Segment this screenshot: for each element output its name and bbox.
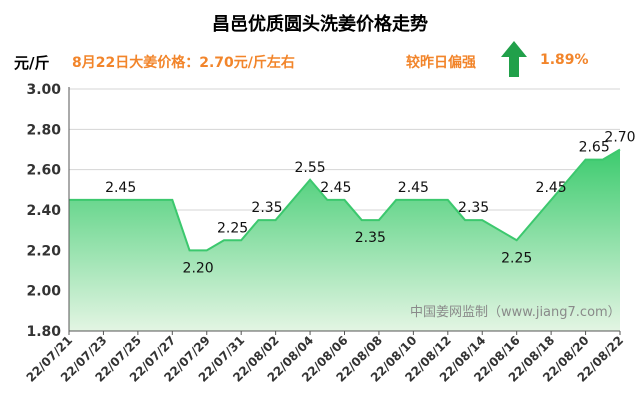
change-percent: 1.89% <box>540 52 589 68</box>
price-area <box>69 149 620 331</box>
y-tick-label: 2.60 <box>26 163 61 179</box>
up-arrow-icon <box>501 41 527 77</box>
y-tick-label: 2.40 <box>26 203 61 219</box>
data-label: 2.20 <box>183 260 214 276</box>
data-label: 2.45 <box>320 180 351 196</box>
data-label: 2.25 <box>217 220 248 236</box>
data-label: 2.25 <box>501 250 532 266</box>
data-label: 2.45 <box>398 180 429 196</box>
data-label: 2.45 <box>105 180 136 196</box>
price-note: 8月22日大姜价格：2.70元/斤左右 <box>72 55 295 71</box>
y-tick-label: 3.00 <box>26 82 61 98</box>
y-tick-label: 2.00 <box>26 284 61 300</box>
y-axis-unit: 元/斤 <box>14 54 50 72</box>
data-label: 2.35 <box>251 200 282 216</box>
watermark: 中国姜网监制（www.jiang7.com） <box>410 305 621 320</box>
data-label: 2.55 <box>294 160 325 176</box>
y-tick-label: 1.80 <box>26 324 61 340</box>
y-tick-label: 2.20 <box>26 243 61 259</box>
y-tick-label: 2.80 <box>26 122 61 138</box>
data-label: 2.70 <box>604 130 635 146</box>
compare-label: 较昨日偏强 <box>406 55 476 71</box>
chart-title: 昌邑优质圆头洗姜价格走势 <box>212 14 428 35</box>
price-line <box>69 148 621 252</box>
data-label: 2.35 <box>458 200 489 216</box>
data-label: 2.35 <box>355 230 386 246</box>
data-label: 2.45 <box>536 180 567 196</box>
data-label: 2.65 <box>579 140 610 156</box>
